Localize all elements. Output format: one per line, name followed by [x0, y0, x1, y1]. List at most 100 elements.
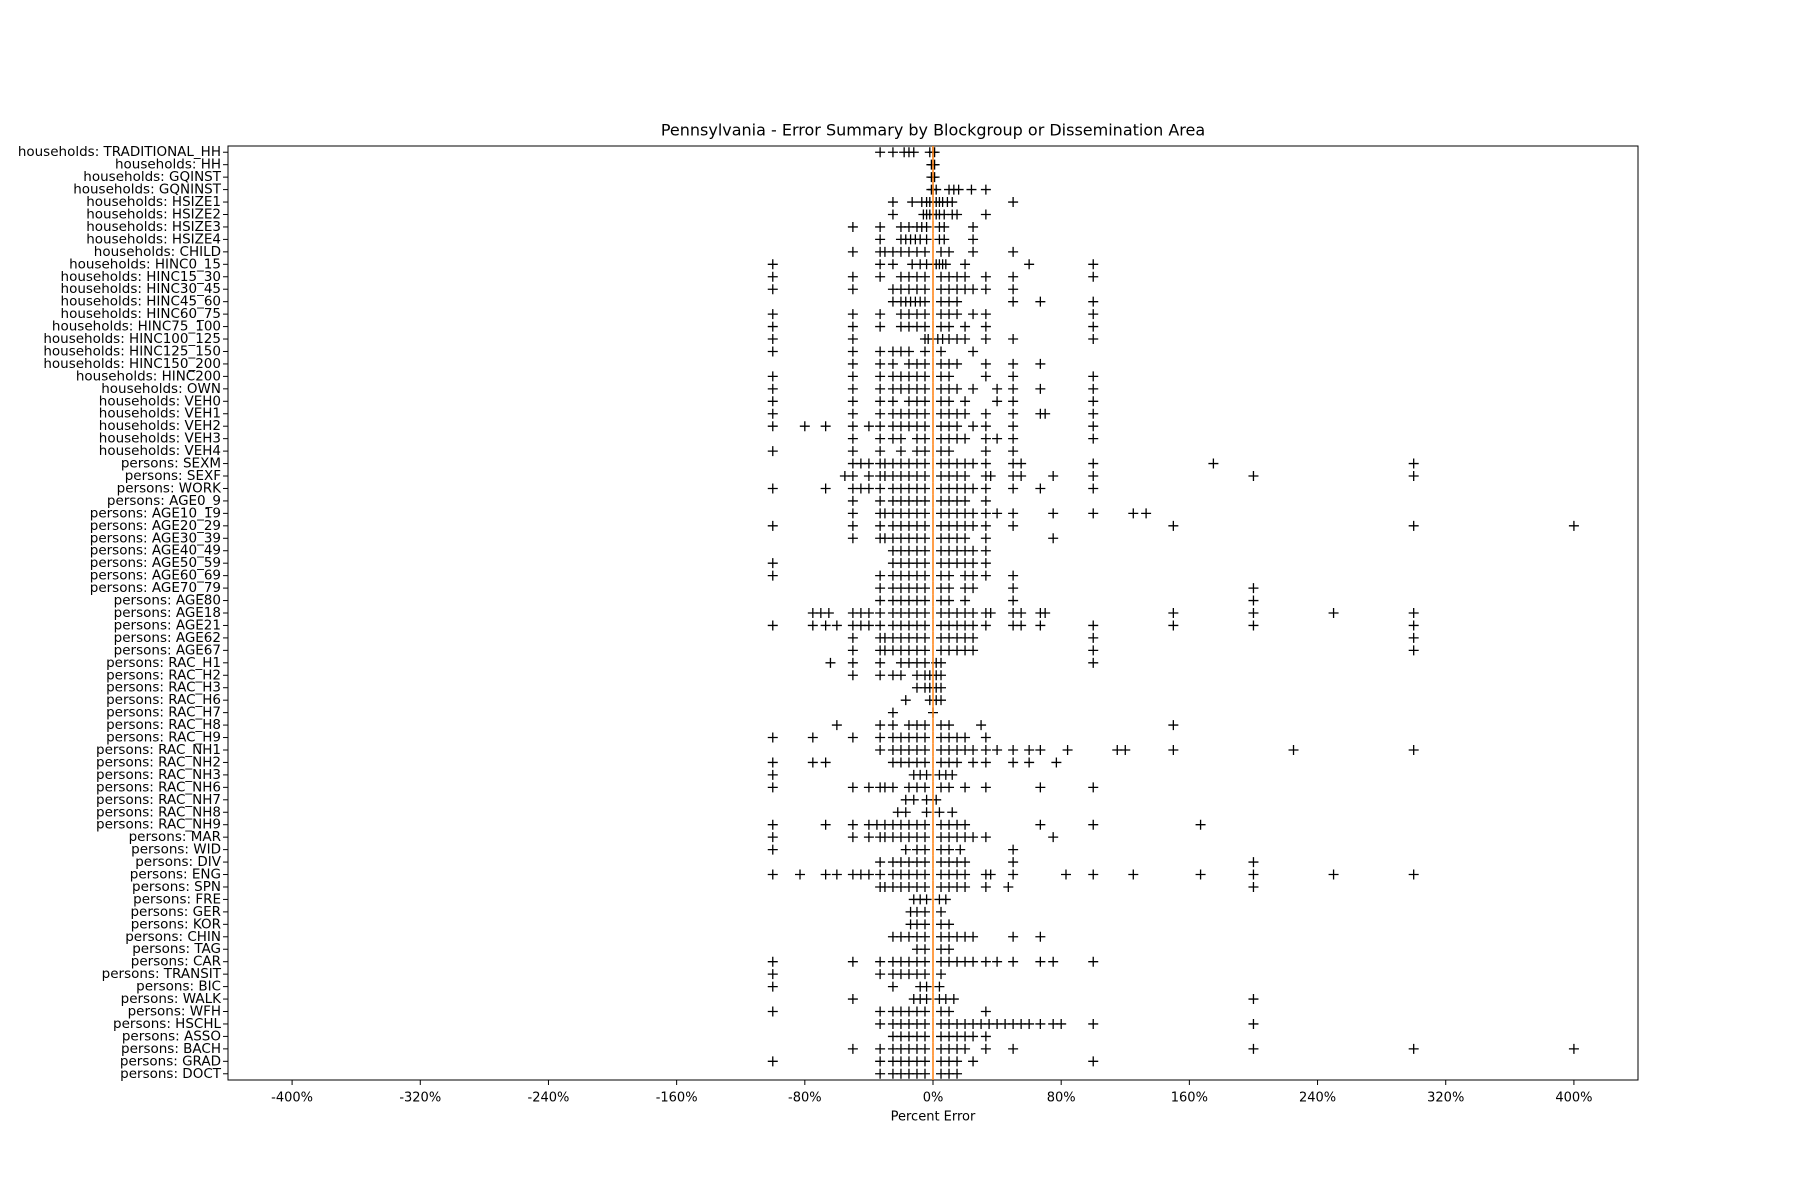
y-tick-label: persons: RAC_NH9: [96, 817, 221, 833]
outlier-marker: [1088, 483, 1099, 494]
outlier-marker: [863, 832, 874, 843]
outlier-marker: [847, 819, 858, 830]
y-tick-label: households: HSIZE3: [86, 219, 221, 235]
y-tick-label: persons: AGE0_9: [107, 493, 221, 509]
outlier-marker: [1088, 956, 1099, 967]
outlier-marker: [919, 545, 930, 556]
outlier-marker: [887, 259, 898, 270]
outlier-marker: [823, 608, 834, 618]
outlier-marker: [1008, 421, 1019, 432]
outlier-marker: [847, 670, 858, 681]
outlier-marker: [960, 857, 971, 868]
outlier-marker: [875, 271, 886, 282]
outlier-marker: [767, 956, 778, 967]
outlier-marker: [921, 894, 932, 905]
outlier-marker: [1328, 608, 1339, 618]
outlier-marker: [875, 670, 886, 681]
outlier-marker: [1008, 744, 1019, 755]
outlier-marker: [968, 383, 979, 394]
outlier-marker: [919, 844, 930, 855]
outlier-marker: [1008, 396, 1019, 407]
y-tick-label: persons: RAC_NH1: [96, 742, 221, 758]
outlier-marker: [980, 832, 991, 843]
y-tick-label: households: VEH3: [99, 431, 221, 447]
outlier-marker: [1048, 533, 1059, 544]
outlier-marker: [863, 782, 874, 793]
outlier-marker: [767, 396, 778, 407]
outlier-marker: [807, 757, 818, 768]
outlier-marker: [947, 807, 958, 818]
outlier-marker: [919, 1006, 930, 1017]
outlier-marker: [976, 720, 987, 731]
outlier-marker: [1035, 620, 1046, 631]
outlier-marker: [919, 246, 930, 257]
outlier-marker: [908, 794, 919, 805]
outlier-marker: [948, 994, 959, 1005]
outlier-marker: [960, 881, 971, 892]
y-tick-label: persons: RAC_NH2: [96, 754, 221, 770]
outlier-marker: [992, 744, 1003, 755]
y-tick-label: persons: MAR: [129, 829, 221, 845]
outlier-marker: [1195, 819, 1206, 830]
outlier-marker: [919, 919, 930, 930]
outlier-marker: [1048, 832, 1059, 843]
outlier-marker: [980, 421, 991, 432]
outlier-marker: [968, 421, 979, 432]
outlier-marker: [887, 147, 898, 158]
outlier-marker: [944, 919, 955, 930]
outlier-marker: [1008, 857, 1019, 868]
y-tick-label: persons: AGE18: [114, 605, 221, 621]
outlier-marker: [847, 508, 858, 519]
outlier-marker: [1088, 321, 1099, 332]
outlier-marker: [992, 396, 1003, 407]
outlier-marker: [847, 371, 858, 382]
y-tick-label: persons: KOR: [131, 916, 221, 932]
outlier-marker: [919, 881, 930, 892]
outlier-marker: [847, 433, 858, 444]
outlier-marker: [1408, 620, 1419, 631]
outlier-marker: [1060, 869, 1071, 880]
outlier-marker: [919, 1056, 930, 1067]
outlier-marker: [875, 446, 886, 457]
outlier-marker: [921, 794, 932, 805]
outlier-marker: [767, 408, 778, 419]
outlier-marker: [820, 483, 831, 494]
outlier-marker: [919, 1068, 930, 1079]
y-tick-label: persons: RAC_H2: [106, 667, 221, 683]
y-tick-label: households: TRADITIONAL_HH: [18, 144, 221, 160]
y-tick-label: households: HINC150_200: [43, 356, 221, 372]
outlier-marker: [980, 1031, 991, 1042]
outlier-marker: [944, 944, 955, 955]
outlier-marker: [968, 508, 979, 519]
y-tick-label: persons: SEXF: [125, 468, 221, 484]
outlier-marker: [767, 844, 778, 855]
y-tick-label: households: HINC200: [76, 368, 221, 384]
outlier-marker: [919, 433, 930, 444]
outlier-marker: [968, 458, 979, 469]
outlier-marker: [980, 545, 991, 556]
y-tick-label: persons: AGE50_59: [90, 555, 221, 571]
y-tick-label: households: HINC15_30: [61, 269, 221, 285]
outlier-marker: [875, 234, 886, 245]
y-tick-label: persons: RAC_H6: [106, 692, 221, 708]
outlier-marker: [952, 209, 963, 220]
outlier-marker: [919, 595, 930, 606]
outlier-marker: [767, 832, 778, 843]
outlier-marker: [919, 608, 930, 618]
outlier-marker: [1003, 881, 1014, 892]
outlier-marker: [936, 346, 947, 357]
outlier-marker: [1035, 931, 1046, 942]
outlier-marker: [944, 570, 955, 581]
outlier-marker: [767, 483, 778, 494]
outlier-marker: [767, 757, 778, 768]
outlier-marker: [1248, 471, 1259, 482]
y-tick-label: persons: RAC_H9: [106, 730, 221, 746]
outlier-marker: [767, 969, 778, 980]
outlier-marker: [952, 1056, 963, 1067]
outlier-marker: [847, 284, 858, 295]
outlier-marker: [1008, 570, 1019, 581]
y-tick-label: households: HINC0_15: [69, 256, 221, 272]
outlier-marker: [980, 570, 991, 581]
outlier-marker: [1008, 284, 1019, 295]
outlier-marker: [847, 246, 858, 257]
